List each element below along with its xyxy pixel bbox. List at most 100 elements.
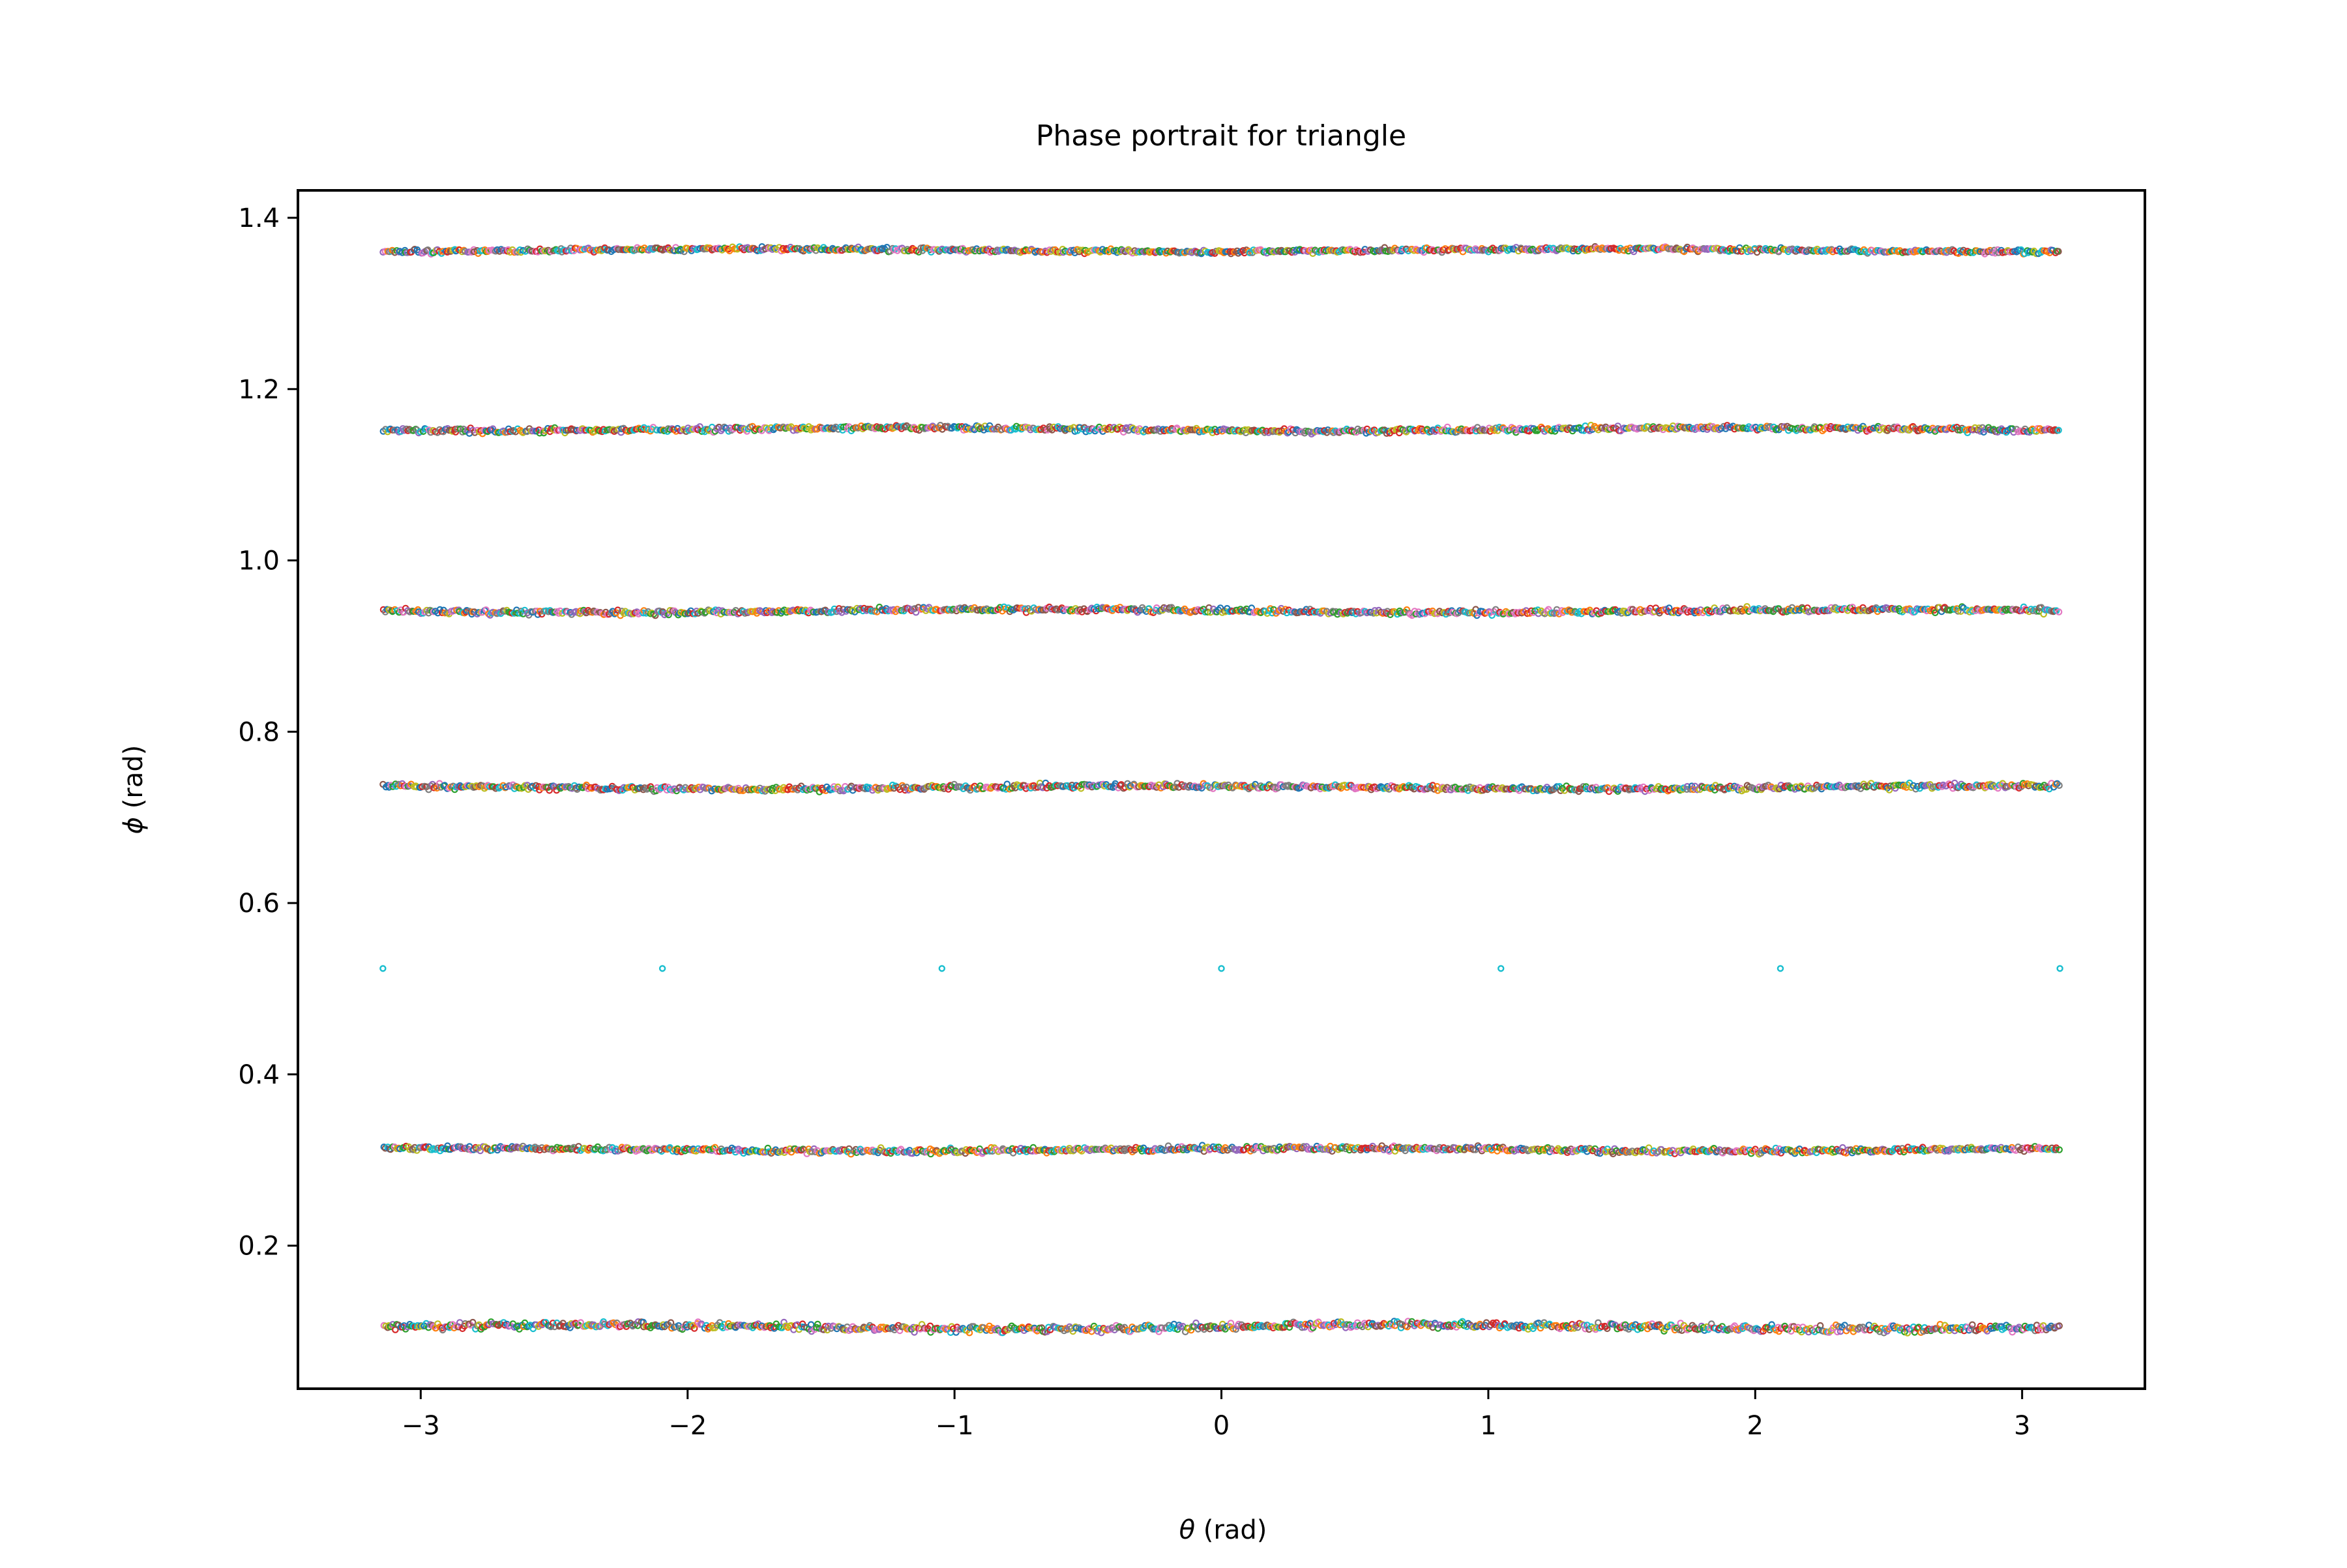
data-point — [807, 1321, 815, 1328]
data-point — [1039, 784, 1046, 791]
data-point — [1567, 1325, 1575, 1332]
data-point — [1175, 1322, 1183, 1329]
data-point — [669, 786, 677, 794]
data-point — [993, 783, 1001, 791]
data-point — [803, 786, 810, 794]
data-point — [764, 1144, 772, 1152]
data-point — [1809, 1147, 1816, 1155]
data-point — [1067, 1147, 1074, 1155]
trajectory-band — [379, 243, 2062, 258]
data-point — [1520, 1324, 1528, 1331]
data-point — [1225, 784, 1233, 791]
data-point — [1645, 1144, 1653, 1151]
data-point — [1867, 1149, 1874, 1156]
data-point — [1217, 1324, 1224, 1332]
data-point — [1881, 1147, 1889, 1155]
trajectory-band — [379, 421, 2062, 437]
data-point — [1489, 1320, 1497, 1327]
data-point — [1731, 1322, 1738, 1329]
data-point — [1491, 1321, 1498, 1328]
data-point — [986, 1147, 994, 1155]
data-point — [883, 786, 891, 793]
data-point — [823, 1326, 831, 1334]
data-point — [2056, 1146, 2063, 1153]
data-point — [1307, 1146, 1315, 1153]
data-point — [1095, 1146, 1102, 1153]
data-point — [1222, 782, 1229, 790]
data-point — [1569, 1148, 1576, 1155]
data-point — [1151, 782, 1159, 790]
data-point — [904, 1325, 911, 1333]
data-point — [380, 1144, 388, 1151]
data-point — [575, 783, 583, 791]
data-point — [1194, 1145, 1201, 1153]
trajectory-band — [379, 602, 2063, 619]
data-point — [539, 783, 547, 791]
data-point — [822, 787, 829, 794]
data-point — [686, 1321, 693, 1329]
data-marks — [379, 243, 2063, 1337]
data-point — [1603, 1325, 1611, 1333]
data-point — [1041, 1146, 1049, 1153]
data-point — [1037, 1146, 1045, 1154]
data-point — [535, 783, 542, 790]
data-point — [737, 1322, 745, 1329]
data-point — [1861, 1146, 1868, 1153]
data-point — [1456, 1146, 1464, 1153]
data-point — [1913, 1146, 1921, 1153]
data-point — [603, 786, 611, 793]
data-point — [690, 1325, 698, 1332]
data-point — [562, 783, 570, 790]
data-point — [559, 783, 566, 790]
data-point — [1286, 1324, 1293, 1331]
data-point — [469, 1318, 477, 1326]
trajectory-band — [379, 779, 2063, 795]
data-point — [1215, 783, 1222, 790]
data-point — [767, 1324, 775, 1331]
data-point — [1582, 1325, 1589, 1333]
data-point — [1720, 1326, 1727, 1333]
data-point — [396, 1145, 404, 1153]
data-point — [1587, 1146, 1595, 1153]
data-point — [1391, 1318, 1398, 1325]
data-point — [1237, 1146, 1244, 1154]
data-point — [855, 785, 863, 792]
data-point — [1768, 1321, 1775, 1328]
data-point — [1402, 1144, 1410, 1151]
data-point — [1969, 1321, 1976, 1329]
trajectory-band — [380, 1318, 2063, 1337]
data-point — [402, 783, 409, 790]
data-point — [711, 785, 718, 793]
data-point — [637, 1146, 644, 1153]
data-point — [1771, 1148, 1778, 1155]
data-point — [1396, 1144, 1403, 1151]
data-point — [458, 1145, 465, 1152]
data-point — [1009, 1145, 1016, 1153]
data-point — [653, 787, 660, 795]
data-point — [567, 1324, 574, 1331]
data-point — [1142, 1322, 1149, 1329]
trajectory-band — [380, 1142, 2063, 1158]
data-point — [2025, 1324, 2033, 1331]
data-point — [733, 1322, 741, 1329]
data-point — [1251, 1322, 1259, 1329]
data-point — [1743, 1146, 1750, 1154]
data-point — [832, 1147, 840, 1155]
data-point — [1227, 1320, 1235, 1327]
data-point — [549, 1320, 557, 1327]
data-point — [852, 1146, 859, 1153]
data-point — [486, 783, 494, 790]
chart-title: Phase portrait for triangle — [1036, 119, 1406, 153]
data-point — [2056, 1322, 2063, 1329]
data-point — [428, 780, 436, 788]
data-point — [634, 1322, 642, 1329]
data-point — [449, 1321, 456, 1328]
data-point — [1127, 782, 1134, 790]
data-point — [1192, 1319, 1200, 1327]
data-point — [1038, 1324, 1046, 1331]
data-point — [979, 1148, 987, 1155]
data-point — [719, 1324, 727, 1331]
data-point — [385, 784, 393, 791]
